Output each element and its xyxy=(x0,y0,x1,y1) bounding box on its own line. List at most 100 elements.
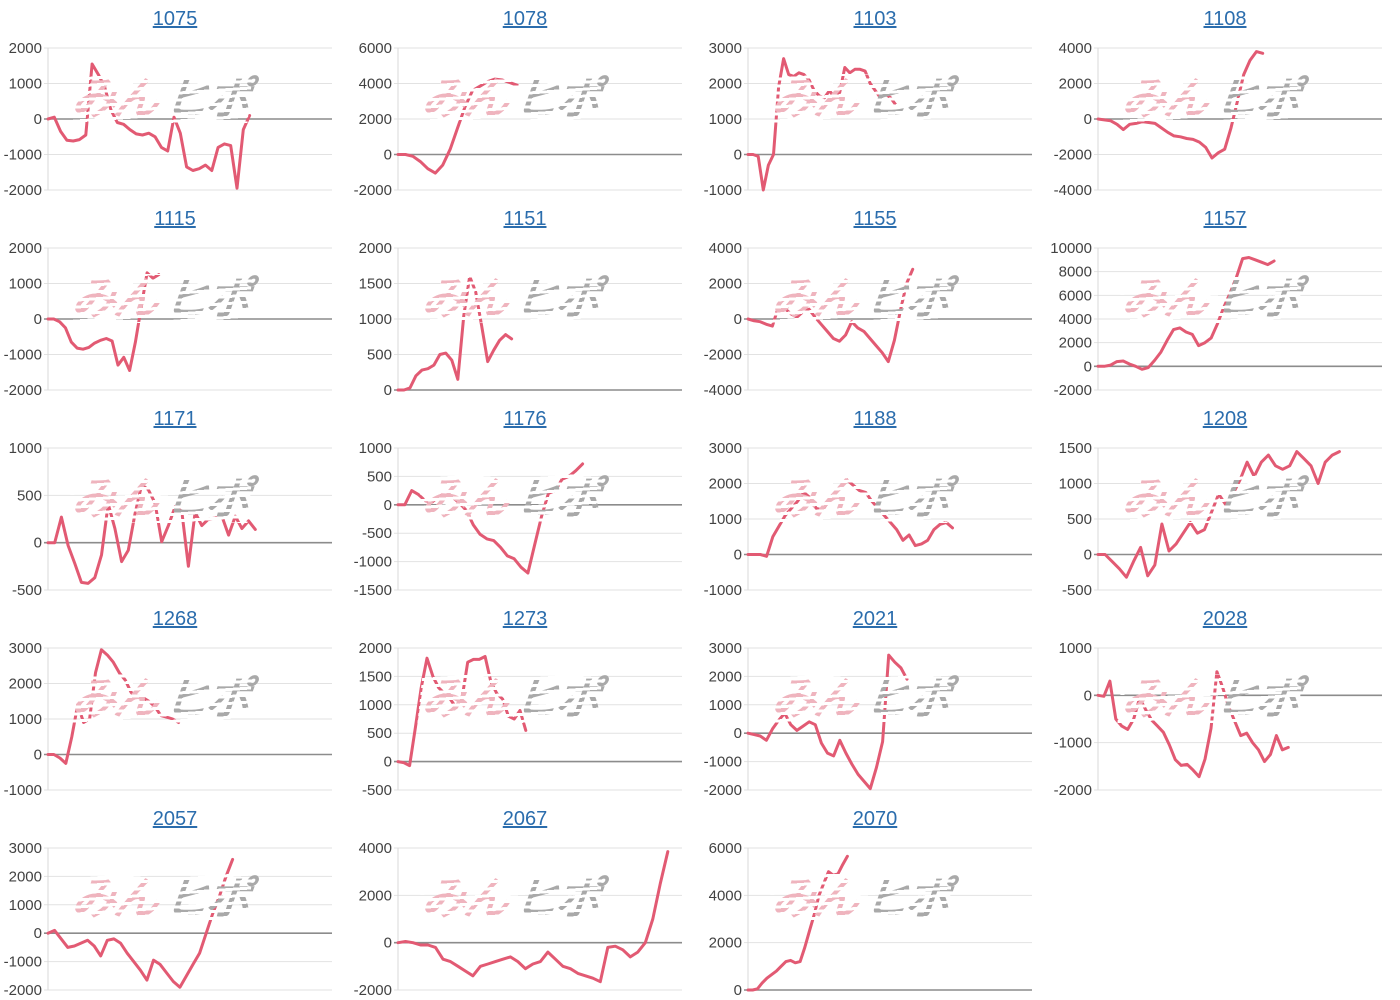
sparkline-chart: 4000 2000 0 -2000 -4000 xyxy=(1054,40,1382,199)
chart-title-link-1108[interactable]: 1108 xyxy=(1203,8,1247,30)
chart-title-link-1151[interactable]: 1151 xyxy=(503,208,547,230)
chart-title-link-1115[interactable]: 1115 xyxy=(154,208,196,230)
svg-text:0: 0 xyxy=(734,725,742,742)
chart-cell-1208: 1208 1500 1000 500 0 -500 みんヒポ xyxy=(1050,400,1400,600)
svg-text:-2000: -2000 xyxy=(354,182,392,199)
chart-title: 1151 xyxy=(350,200,700,238)
chart-cell-1171: 1171 1000 500 0 -500 みんヒポ xyxy=(0,400,350,600)
svg-text:0: 0 xyxy=(34,747,42,764)
svg-text:-1000: -1000 xyxy=(1054,735,1092,752)
chart-title-link-2067[interactable]: 2067 xyxy=(502,808,548,830)
sparkline-chart: 2000 1500 1000 500 0 xyxy=(359,240,682,399)
svg-text:0: 0 xyxy=(384,147,392,164)
chart-title-link-1075[interactable]: 1075 xyxy=(152,8,198,30)
svg-text:0: 0 xyxy=(384,497,392,514)
sparkline-chart: 10000 8000 6000 4000 2000 0 -2000 xyxy=(1050,240,1382,399)
svg-text:500: 500 xyxy=(367,468,392,485)
svg-text:-4000: -4000 xyxy=(1054,182,1092,199)
svg-text:1500: 1500 xyxy=(359,668,392,685)
chart-cell-1103: 1103 3000 2000 1000 0 -1000 みんヒポ xyxy=(700,0,1050,200)
chart-title-link-1273[interactable]: 1273 xyxy=(502,608,548,630)
chart-plot: 1000 500 0 -500 -1000 -1500 みんヒポ xyxy=(350,438,700,600)
svg-text:1500: 1500 xyxy=(359,276,392,293)
svg-text:500: 500 xyxy=(367,347,392,364)
svg-text:1000: 1000 xyxy=(1059,640,1092,657)
svg-text:1000: 1000 xyxy=(9,711,42,728)
sparkline-chart: 1500 1000 500 0 -500 xyxy=(1059,440,1382,599)
sparkline-chart: 3000 2000 1000 0 -1000 xyxy=(704,40,1032,199)
chart-cell-1115: 1115 2000 1000 0 -1000 -2000 みんヒポ xyxy=(0,200,350,400)
chart-title-link-2070[interactable]: 2070 xyxy=(852,808,898,830)
svg-text:-1000: -1000 xyxy=(4,782,42,799)
svg-text:-1500: -1500 xyxy=(354,582,392,599)
chart-title-link-1155[interactable]: 1155 xyxy=(853,208,897,230)
sparkline-chart: 3000 2000 1000 0 -1000 -2000 xyxy=(704,640,1032,799)
svg-text:0: 0 xyxy=(1084,547,1092,564)
chart-title-link-1157[interactable]: 1157 xyxy=(1203,208,1247,230)
svg-text:0: 0 xyxy=(34,111,42,128)
chart-plot: 6000 4000 2000 0 -2000 みんヒポ xyxy=(350,38,700,200)
svg-text:2000: 2000 xyxy=(9,240,42,257)
svg-text:0: 0 xyxy=(384,754,392,771)
chart-cell-2057: 2057 3000 2000 1000 0 -1000 -2000 みんヒポ xyxy=(0,800,350,1000)
svg-text:2000: 2000 xyxy=(709,276,742,293)
svg-text:0: 0 xyxy=(734,147,742,164)
svg-text:-1000: -1000 xyxy=(4,147,42,164)
svg-text:0: 0 xyxy=(34,925,42,942)
chart-title-link-1171[interactable]: 1171 xyxy=(153,408,197,430)
svg-text:-2000: -2000 xyxy=(4,982,42,999)
sparkline-chart: 6000 4000 2000 0 xyxy=(709,840,1032,999)
svg-text:0: 0 xyxy=(734,982,742,999)
svg-text:2000: 2000 xyxy=(9,40,42,57)
svg-text:2000: 2000 xyxy=(709,76,742,93)
svg-text:3000: 3000 xyxy=(709,40,742,57)
svg-text:1000: 1000 xyxy=(709,697,742,714)
chart-title: 1157 xyxy=(1050,200,1400,238)
svg-text:2000: 2000 xyxy=(9,676,42,693)
chart-title: 2067 xyxy=(350,800,700,838)
chart-title-link-1078[interactable]: 1078 xyxy=(502,8,548,30)
svg-text:0: 0 xyxy=(1084,687,1092,704)
svg-text:-1000: -1000 xyxy=(4,954,42,971)
svg-text:4000: 4000 xyxy=(1059,311,1092,328)
svg-text:1000: 1000 xyxy=(359,440,392,457)
svg-text:500: 500 xyxy=(17,487,42,504)
chart-title: 1078 xyxy=(350,0,700,38)
svg-text:1000: 1000 xyxy=(709,511,742,528)
chart-title: 1103 xyxy=(700,0,1050,38)
chart-plot: 2000 1000 0 -1000 -2000 みんヒポ xyxy=(0,238,350,400)
chart-title: 1155 xyxy=(700,200,1050,238)
svg-text:-1000: -1000 xyxy=(704,582,742,599)
chart-title-link-1208[interactable]: 1208 xyxy=(1202,408,1248,430)
chart-title-link-1268[interactable]: 1268 xyxy=(152,608,198,630)
sparkline-chart: 3000 2000 1000 0 -1000 xyxy=(704,440,1032,599)
svg-text:-500: -500 xyxy=(12,582,42,599)
chart-title-link-2021[interactable]: 2021 xyxy=(852,608,898,630)
chart-title: 1075 xyxy=(0,0,350,38)
svg-text:3000: 3000 xyxy=(709,640,742,657)
chart-title-link-2028[interactable]: 2028 xyxy=(1202,608,1248,630)
chart-cell-1268: 1268 3000 2000 1000 0 -1000 みんヒポ xyxy=(0,600,350,800)
svg-text:1000: 1000 xyxy=(9,76,42,93)
chart-title-link-1188[interactable]: 1188 xyxy=(853,408,897,430)
svg-text:4000: 4000 xyxy=(709,240,742,257)
svg-text:2000: 2000 xyxy=(359,640,392,657)
sparkline-chart: 4000 2000 0 -2000 -4000 xyxy=(704,240,1032,399)
svg-text:8000: 8000 xyxy=(1059,264,1092,281)
chart-title: 1268 xyxy=(0,600,350,638)
chart-title-link-1103[interactable]: 1103 xyxy=(853,8,897,30)
chart-cell-1155: 1155 4000 2000 0 -2000 -4000 みんヒポ xyxy=(700,200,1050,400)
chart-plot: 3000 2000 1000 0 -1000 -2000 みんヒポ xyxy=(700,638,1050,800)
svg-text:2000: 2000 xyxy=(1059,335,1092,352)
svg-text:-1000: -1000 xyxy=(4,347,42,364)
svg-text:-4000: -4000 xyxy=(704,382,742,399)
chart-plot: 3000 2000 1000 0 -1000 -2000 みんヒポ xyxy=(0,838,350,1000)
svg-text:4000: 4000 xyxy=(709,887,742,904)
svg-text:6000: 6000 xyxy=(709,840,742,857)
chart-cell-1078: 1078 6000 4000 2000 0 -2000 みんヒポ xyxy=(350,0,700,200)
svg-text:1500: 1500 xyxy=(1059,440,1092,457)
svg-text:2000: 2000 xyxy=(9,868,42,885)
chart-plot: 4000 2000 0 -2000 -4000 みんヒポ xyxy=(700,238,1050,400)
chart-title-link-1176[interactable]: 1176 xyxy=(503,408,547,430)
chart-title-link-2057[interactable]: 2057 xyxy=(152,808,198,830)
